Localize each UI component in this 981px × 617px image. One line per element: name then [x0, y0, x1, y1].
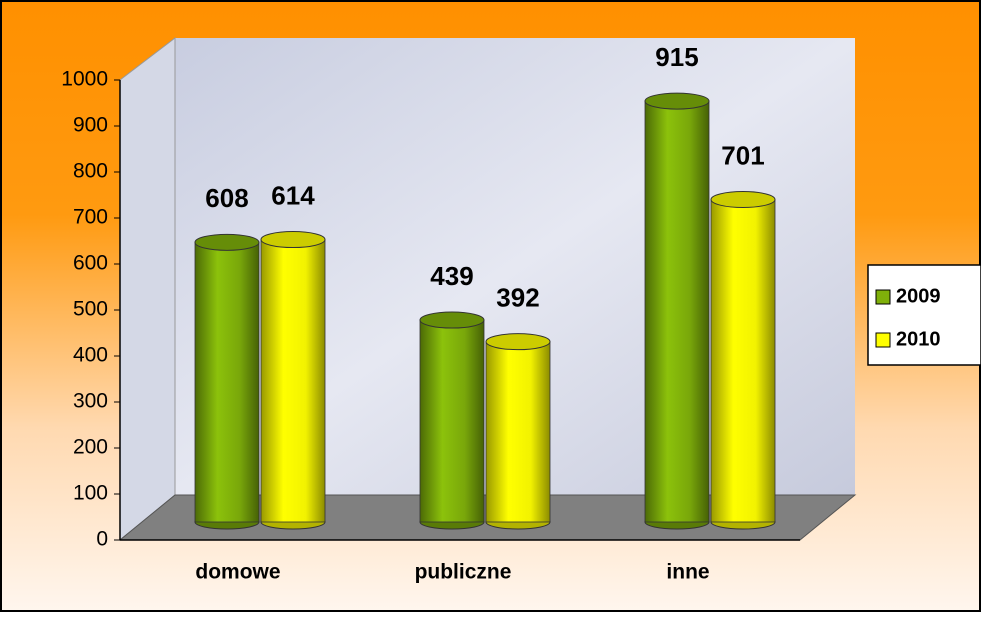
x-tick-label: publiczne [415, 561, 512, 584]
y-tick-label: 300 [73, 390, 108, 413]
bar [711, 200, 775, 522]
y-tick-label: 400 [73, 344, 108, 367]
side-wall [120, 38, 175, 540]
y-tick-label: 200 [73, 436, 108, 459]
bar [420, 320, 484, 522]
bar-top [420, 312, 484, 328]
value-label: 915 [655, 42, 698, 72]
y-tick-label: 900 [73, 114, 108, 137]
bar-top [195, 234, 259, 250]
bar-top [486, 334, 550, 350]
value-label: 439 [430, 261, 473, 291]
chart: 0 100 200 300 400 500 600 700 800 900 1000 domowe 60… [0, 0, 981, 612]
legend-swatch [876, 333, 890, 347]
x-tick-label: inne [666, 561, 709, 584]
bar-top [645, 93, 709, 109]
legend-label: 2009 [896, 285, 941, 307]
value-label: 392 [496, 283, 539, 313]
value-label: 701 [721, 140, 764, 170]
bar [486, 342, 550, 522]
y-tick-label: 800 [73, 160, 108, 183]
bar-top [711, 192, 775, 208]
value-label: 608 [205, 183, 248, 213]
x-tick-label: domowe [195, 561, 280, 584]
bar [261, 240, 325, 522]
value-label: 614 [271, 180, 315, 210]
y-tick-label: 500 [73, 298, 108, 321]
y-tick-label: 0 [96, 528, 108, 551]
legend-label: 2010 [896, 328, 941, 350]
y-tick-label: 1000 [61, 68, 108, 91]
y-tick-label: 100 [73, 482, 108, 505]
y-tick-label: 600 [73, 252, 108, 275]
legend-swatch [876, 290, 890, 304]
bar-top [261, 232, 325, 248]
bar [645, 101, 709, 522]
bar [195, 242, 259, 522]
y-tick-label: 700 [73, 206, 108, 229]
